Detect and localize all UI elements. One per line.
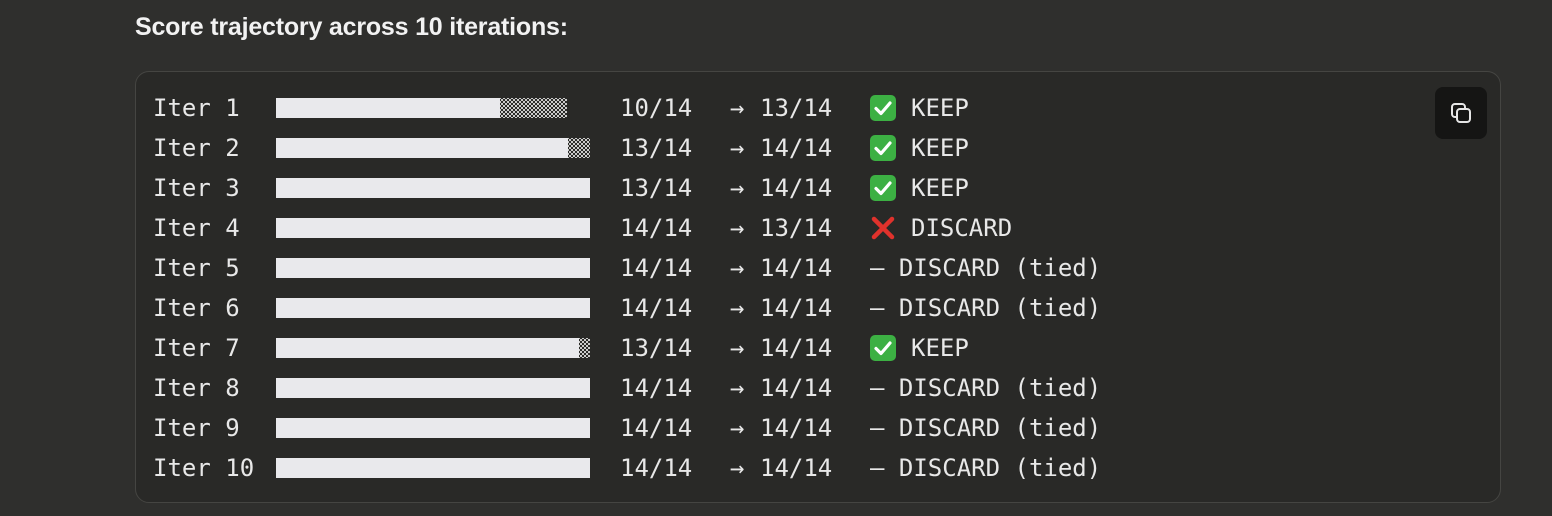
iteration-label: Iter 3 [153, 174, 240, 202]
score-before: 14/14 [620, 454, 693, 482]
score-bar-fill [276, 258, 590, 278]
score-bar [276, 258, 590, 278]
score-bar-fill [276, 98, 500, 118]
verdict-label: KEEP [911, 94, 969, 122]
arrow-icon: → [730, 94, 745, 122]
iteration-label: Iter 6 [153, 294, 240, 322]
score-bar-fill [276, 378, 590, 398]
iteration-label: Iter 5 [153, 254, 240, 282]
score-bar [276, 458, 590, 478]
arrow-icon: → [730, 174, 745, 202]
arrow-icon: → [730, 254, 745, 282]
verdict-label: KEEP [911, 134, 969, 162]
section-heading: Score trajectory across 10 iterations: [135, 13, 568, 41]
arrow-icon: → [730, 334, 745, 362]
score-after: 13/14 [760, 94, 833, 122]
iteration-label: Iter 8 [153, 374, 240, 402]
score-bar-fill [276, 458, 590, 478]
arrow-icon: → [730, 414, 745, 442]
score-bar [276, 218, 590, 238]
arrow-icon: → [730, 294, 745, 322]
score-after: 14/14 [760, 294, 833, 322]
score-bar [276, 178, 590, 198]
arrow-icon: → [730, 214, 745, 242]
score-bar-gain [500, 98, 567, 118]
verdict-label: — DISCARD (tied) [870, 294, 1102, 322]
score-after: 14/14 [760, 414, 833, 442]
score-bar [276, 338, 590, 358]
iteration-label: Iter 4 [153, 214, 240, 242]
check-icon [870, 175, 896, 201]
score-bar [276, 378, 590, 398]
verdict-label: — DISCARD (tied) [870, 454, 1102, 482]
score-after: 14/14 [760, 254, 833, 282]
arrow-icon: → [730, 454, 745, 482]
score-before: 13/14 [620, 334, 693, 362]
score-bar [276, 298, 590, 318]
verdict-label: — DISCARD (tied) [870, 374, 1102, 402]
iteration-label: Iter 1 [153, 94, 240, 122]
score-after: 14/14 [760, 334, 833, 362]
copy-button[interactable] [1435, 87, 1487, 139]
code-block: Iter 1 10/14 → 13/14 KEEP Iter 2 13/14 → 14/14 KE… [135, 71, 1501, 503]
check-icon [870, 95, 896, 121]
score-before: 13/14 [620, 174, 693, 202]
score-bar-fill [276, 138, 568, 158]
copy-icon [1451, 103, 1471, 123]
check-icon [870, 135, 896, 161]
score-bar-fill [276, 418, 590, 438]
score-after: 13/14 [760, 214, 833, 242]
score-before: 14/14 [620, 294, 693, 322]
cross-icon [870, 215, 896, 241]
iteration-label: Iter 7 [153, 334, 240, 362]
verdict-label: DISCARD [911, 214, 1013, 242]
score-bar [276, 138, 590, 158]
score-before: 10/14 [620, 94, 693, 122]
score-before: 14/14 [620, 374, 693, 402]
score-after: 14/14 [760, 454, 833, 482]
score-after: 14/14 [760, 134, 833, 162]
check-icon [870, 335, 896, 361]
score-before: 14/14 [620, 214, 693, 242]
iteration-label: Iter 2 [153, 134, 240, 162]
score-before: 14/14 [620, 254, 693, 282]
score-bar [276, 98, 590, 118]
verdict-label: KEEP [911, 334, 969, 362]
score-before: 14/14 [620, 414, 693, 442]
iteration-label: Iter 10 [153, 454, 255, 482]
iteration-label: Iter 9 [153, 414, 240, 442]
score-bar-gain [579, 338, 590, 358]
score-after: 14/14 [760, 174, 833, 202]
score-bar-fill [276, 338, 579, 358]
score-before: 13/14 [620, 134, 693, 162]
arrow-icon: → [730, 374, 745, 402]
score-bar-fill [276, 178, 590, 198]
verdict-label: KEEP [911, 174, 969, 202]
score-after: 14/14 [760, 374, 833, 402]
verdict-label: — DISCARD (tied) [870, 254, 1102, 282]
arrow-icon: → [730, 134, 745, 162]
verdict-label: — DISCARD (tied) [870, 414, 1102, 442]
score-bar-fill [276, 218, 590, 238]
score-bar [276, 418, 590, 438]
score-bar-fill [276, 298, 590, 318]
score-bar-gain [568, 138, 590, 158]
